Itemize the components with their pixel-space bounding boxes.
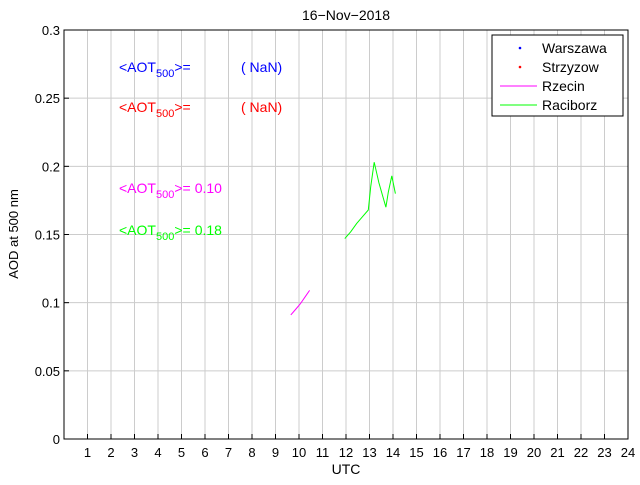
x-tick-label: 19: [503, 445, 517, 460]
x-tick-label: 21: [550, 445, 564, 460]
x-tick-label: 7: [225, 445, 232, 460]
y-tick-label: 0.15: [35, 228, 60, 243]
series-layer: [290, 162, 396, 316]
y-tick-label: 0.2: [42, 159, 60, 174]
series-line-rzecin: [290, 290, 311, 316]
x-tick-label: 17: [456, 445, 470, 460]
ticks: 1 2 3 4 5 6 7 8 9 10 11 12 13 14 15 16 17 18 19 20 21 22 23 240…: [35, 23, 636, 460]
x-tick-label: 15: [409, 445, 423, 460]
x-tick-label: 1: [84, 445, 91, 460]
y-tick-label: 0.25: [35, 91, 60, 106]
legend-marker-warszawa: [518, 46, 522, 50]
aot-annotation-value: ( NaN): [241, 59, 282, 75]
y-tick-label: 0.05: [35, 364, 60, 379]
legend-marker-strzyzow: [518, 65, 522, 69]
x-tick-label: 4: [154, 445, 161, 460]
series-line-raciborz: [344, 162, 396, 239]
y-tick-label: 0: [53, 432, 60, 447]
x-tick-label: 18: [480, 445, 494, 460]
x-tick-label: 22: [574, 445, 588, 460]
aot-annotation-value: ( NaN): [241, 99, 282, 115]
legend-box: [491, 34, 624, 117]
legend-label-rzecin: Rzecin: [542, 78, 585, 94]
x-tick-label: 9: [272, 445, 279, 460]
x-tick-label: 8: [248, 445, 255, 460]
aot-annotations: <AOT500>= ( NaN) <AOT500>= ( NaN) <AOT500>= 0…: [119, 59, 282, 243]
x-tick-label: 6: [201, 445, 208, 460]
legend-label-strzyzow: Strzyzow: [542, 59, 600, 75]
x-tick-label: 2: [107, 445, 114, 460]
legend: Warszawa Strzyzow Rzecin Raciborz: [491, 34, 624, 117]
x-tick-label: 20: [527, 445, 541, 460]
x-tick-label: 3: [131, 445, 138, 460]
x-tick-label: 11: [316, 445, 330, 460]
x-tick-label: 13: [362, 445, 376, 460]
legend-label-raciborz: Raciborz: [542, 97, 597, 113]
x-tick-label: 12: [339, 445, 353, 460]
grid: [64, 29, 629, 440]
aot-annotation: <AOT500>=: [119, 59, 191, 80]
aot-annotation: <AOT500>=: [119, 99, 191, 120]
x-tick-label: 14: [386, 445, 400, 460]
x-tick-label: 10: [292, 445, 306, 460]
aot-annotation: <AOT500>= 0.10: [119, 180, 222, 201]
x-tick-label: 23: [597, 445, 611, 460]
y-tick-label: 0.1: [42, 296, 60, 311]
legend-label-warszawa: Warszawa: [542, 40, 607, 56]
x-axis-label: UTC: [332, 461, 361, 477]
y-tick-label: 0.3: [42, 23, 60, 38]
aot-annotation: <AOT500>= 0.18: [119, 222, 222, 243]
x-tick-label: 5: [178, 445, 185, 460]
y-axis-label: AOD at 500 nm: [6, 189, 21, 279]
x-tick-label: 16: [433, 445, 447, 460]
x-tick-label: 24: [621, 445, 635, 460]
chart-title: 16−Nov−2018: [302, 7, 390, 23]
